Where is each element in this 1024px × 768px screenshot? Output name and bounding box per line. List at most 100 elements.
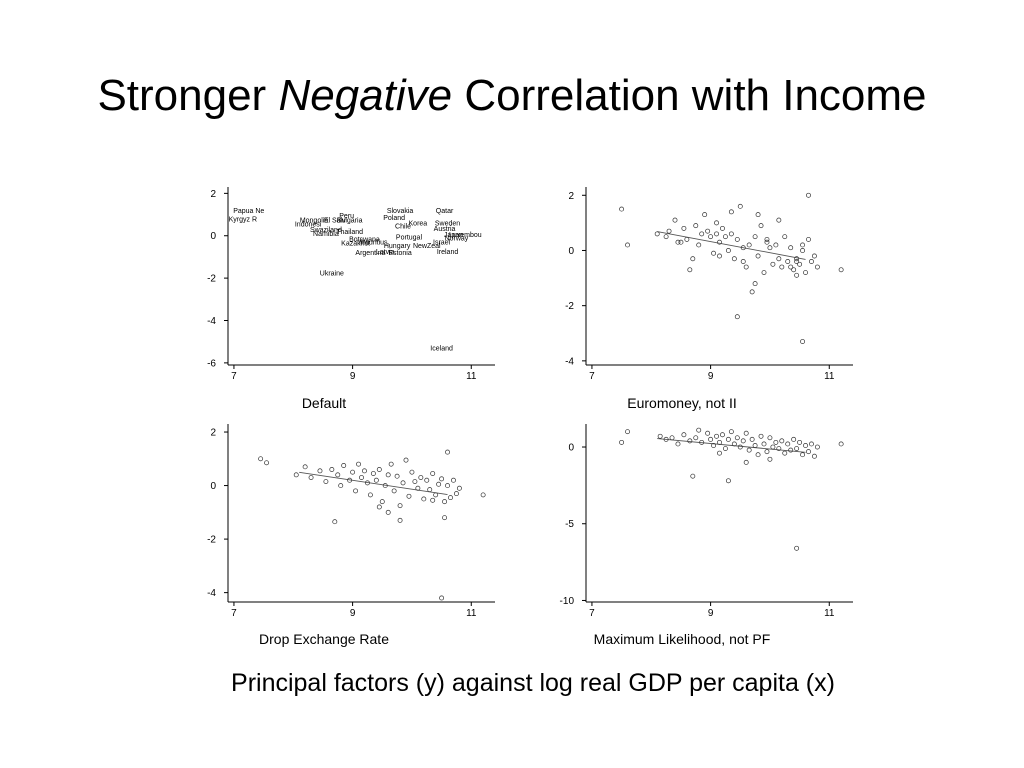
data-point <box>681 432 687 438</box>
y-tick-label: 0 <box>568 443 574 454</box>
data-point <box>359 475 364 480</box>
data-point <box>442 515 448 521</box>
data-point <box>338 483 344 489</box>
data-point <box>663 436 669 442</box>
y-tick-label: -2 <box>565 301 574 312</box>
chart-maximum-likelihood-label: Maximum Likelihood, not PF <box>593 631 771 647</box>
country-point-label: Ireland <box>437 249 459 256</box>
data-point <box>293 472 299 478</box>
data-point <box>625 429 630 435</box>
fit-line <box>657 231 806 260</box>
data-point <box>421 496 427 502</box>
data-point <box>758 433 764 439</box>
data-point <box>430 471 436 476</box>
data-point <box>788 245 794 251</box>
x-tick-label: 9 <box>708 608 714 619</box>
data-point <box>708 234 714 240</box>
y-tick-label: 2 <box>210 189 216 200</box>
data-point <box>731 256 737 262</box>
title-part-1: Stronger <box>97 71 279 120</box>
data-point <box>350 469 356 475</box>
data-point <box>785 259 791 264</box>
data-point <box>690 473 696 479</box>
data-point <box>702 212 708 218</box>
data-point <box>714 433 719 439</box>
data-point <box>717 253 722 259</box>
country-point-label: Iceland <box>430 346 453 353</box>
data-point <box>755 212 761 218</box>
data-point <box>687 267 693 273</box>
data-point <box>755 452 761 458</box>
x-tick-label: 7 <box>231 608 237 619</box>
data-point <box>734 236 740 242</box>
data-point <box>625 242 630 248</box>
data-point <box>332 519 338 525</box>
data-point <box>800 248 806 253</box>
data-point <box>764 236 770 242</box>
data-point <box>720 225 725 231</box>
data-point <box>717 450 722 456</box>
data-point <box>480 492 486 498</box>
data-point <box>737 203 743 209</box>
title-part-2: Correlation with Income <box>452 71 927 120</box>
data-point <box>394 473 400 479</box>
data-point <box>734 314 740 320</box>
x-tick-label: 11 <box>466 371 477 382</box>
data-point <box>690 256 696 262</box>
data-point <box>782 450 788 456</box>
data-point <box>439 595 445 601</box>
x-tick-label: 7 <box>589 371 595 382</box>
data-point <box>681 225 687 231</box>
data-point <box>761 270 767 276</box>
data-point <box>838 441 844 447</box>
data-point <box>448 495 453 501</box>
country-point-label: Peru <box>339 213 354 220</box>
data-point <box>382 483 388 489</box>
y-tick-label: 0 <box>210 481 216 492</box>
data-point <box>406 493 412 499</box>
title-emphasis: Negative <box>278 71 453 120</box>
data-point <box>797 261 803 267</box>
data-point <box>788 264 794 270</box>
data-point <box>779 264 785 270</box>
data-point <box>788 447 794 453</box>
data-point <box>672 217 678 223</box>
data-point <box>436 481 442 487</box>
data-point <box>666 228 672 234</box>
data-point <box>758 223 764 229</box>
data-point <box>409 469 415 475</box>
data-point <box>749 436 755 442</box>
data-point <box>755 253 761 259</box>
y-tick-label: -4 <box>565 356 574 367</box>
data-point <box>364 480 370 486</box>
country-point-label: Poland <box>383 215 405 222</box>
data-point <box>814 444 820 450</box>
data-point <box>767 245 773 251</box>
country-point-label: El Salv <box>324 217 346 224</box>
country-point-label: Austria <box>434 226 456 233</box>
data-point <box>797 439 803 445</box>
data-point <box>714 220 719 226</box>
data-point <box>794 545 800 551</box>
data-point <box>442 499 448 505</box>
country-point-label: Norway <box>445 235 469 242</box>
country-point-label: Korea <box>409 221 428 228</box>
data-point <box>734 435 740 441</box>
country-point-label: Ukraine <box>320 270 344 277</box>
data-point <box>317 468 323 474</box>
data-point <box>385 509 391 515</box>
x-tick-label: 9 <box>350 608 356 619</box>
data-point <box>764 449 770 455</box>
data-point <box>740 259 746 264</box>
data-point <box>693 435 699 441</box>
data-point <box>445 483 450 489</box>
data-point <box>794 256 800 262</box>
data-point <box>749 289 755 295</box>
y-tick-label: -6 <box>207 358 216 369</box>
data-point <box>379 499 385 505</box>
data-point <box>794 259 800 264</box>
data-point <box>391 488 397 494</box>
data-point <box>678 239 684 245</box>
data-point <box>705 430 711 436</box>
data-point <box>806 236 811 242</box>
